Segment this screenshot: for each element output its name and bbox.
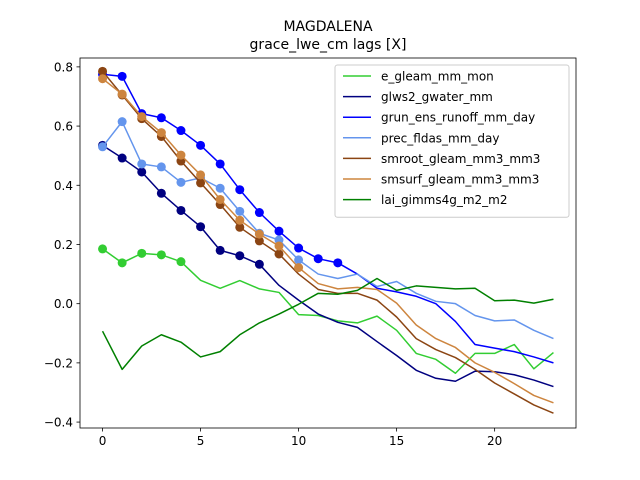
data-point — [294, 243, 304, 253]
data-point — [156, 113, 166, 123]
data-point — [117, 117, 127, 127]
data-point — [117, 89, 127, 99]
data-point — [294, 263, 304, 273]
legend-label-smroot_gleam_mm3_mm3: smroot_gleam_mm3_mm3 — [381, 152, 540, 166]
data-point — [235, 251, 245, 261]
data-point — [137, 159, 147, 169]
data-point — [274, 249, 284, 259]
y-tick-label: 0.0 — [54, 297, 73, 311]
data-point — [98, 142, 108, 152]
data-point — [98, 74, 108, 84]
data-point — [196, 178, 206, 188]
legend-label-glws2_gwater_mm: glws2_gwater_mm — [381, 90, 493, 104]
data-point — [274, 241, 284, 251]
chart-subtitle: grace_lwe_cm lags [X] — [250, 37, 407, 53]
data-point — [176, 257, 186, 267]
data-point — [254, 208, 264, 218]
legend-label-smsurf_gleam_mm3_mm3: smsurf_gleam_mm3_mm3 — [381, 173, 539, 187]
x-tick-label: 10 — [291, 434, 306, 448]
y-tick-label: 0.2 — [54, 238, 73, 252]
y-tick-label: 0.6 — [54, 120, 73, 134]
series-smsurf_gleam_mm3_mm3 — [98, 74, 554, 404]
legend-label-prec_fldas_mm_day: prec_fldas_mm_day — [381, 131, 500, 145]
data-point — [117, 153, 127, 163]
data-point — [156, 250, 166, 260]
data-point — [196, 222, 206, 232]
data-point — [137, 112, 147, 122]
data-point — [98, 66, 108, 76]
data-point — [156, 162, 166, 172]
data-point — [196, 140, 206, 150]
data-point — [294, 255, 304, 265]
x-tick-label: 5 — [197, 434, 205, 448]
legend: e_gleam_mm_mon glws2_gwater_mm grun_ens_ru… — [334, 64, 570, 218]
data-point — [215, 194, 225, 204]
data-point — [215, 183, 225, 193]
series-line-smsurf_gleam_mm3_mm3 — [102, 78, 554, 404]
series-layer — [98, 66, 554, 414]
y-tick-label: 0.8 — [54, 60, 73, 74]
chart-title: MAGDALENA — [283, 19, 372, 35]
data-point — [235, 185, 245, 195]
data-point — [254, 259, 264, 269]
series-line-lai_gimms4g_m2_m2 — [101, 277, 554, 371]
data-point — [235, 206, 245, 216]
x-tick-label: 0 — [99, 434, 107, 448]
y-tick-label: −0.2 — [44, 356, 73, 370]
legend-label-e_gleam_mm_mon: e_gleam_mm_mon — [381, 70, 494, 84]
y-tick-label: −0.4 — [44, 416, 73, 430]
data-point — [137, 248, 147, 258]
y-tick-label: 0.4 — [54, 179, 73, 193]
data-point — [156, 128, 166, 138]
legend-box — [334, 64, 570, 218]
data-point — [98, 244, 108, 254]
x-tick-label: 15 — [389, 434, 404, 448]
data-point — [254, 236, 264, 246]
data-point — [176, 126, 186, 136]
legend-label-lai_gimms4g_m2_m2: lai_gimms4g_m2_m2 — [381, 193, 508, 207]
data-point — [156, 188, 166, 198]
x-tick-label: 20 — [487, 434, 502, 448]
data-point — [215, 245, 225, 255]
data-point — [176, 150, 186, 160]
data-point — [235, 222, 245, 232]
data-point — [117, 258, 127, 268]
series-lai_gimms4g_m2_m2 — [101, 277, 554, 371]
data-point — [117, 71, 127, 81]
data-point — [215, 159, 225, 169]
data-point — [176, 205, 186, 215]
axes-layer: 0 5 10 15 20 −0.4 −0.2 0.0 0.2 0.4 0.6 0.8 — [44, 57, 577, 448]
data-point — [196, 170, 206, 180]
axes-frame — [79, 57, 577, 429]
data-point — [235, 215, 245, 225]
data-point — [274, 226, 284, 236]
data-point — [137, 167, 147, 177]
data-point — [313, 254, 323, 264]
data-point — [176, 177, 186, 187]
data-point — [254, 229, 264, 239]
legend-label-grun_ens_runoff_mm_day: grun_ens_runoff_mm_day — [381, 111, 535, 125]
data-point — [333, 258, 343, 268]
